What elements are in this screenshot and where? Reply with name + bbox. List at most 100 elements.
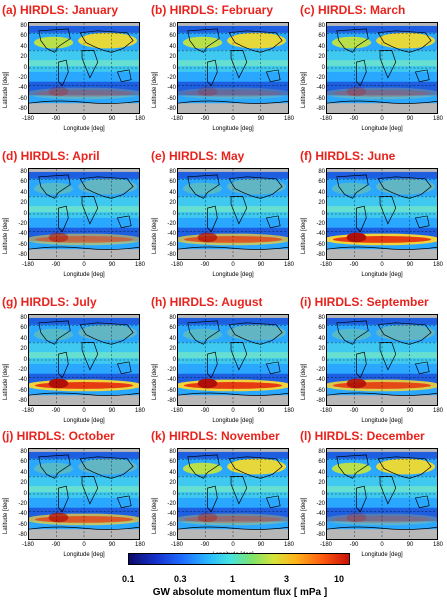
y-tick-label: -80 [167,398,176,405]
panel-title: (j) HIRDLS: October [2,429,115,443]
map-panel: (g) HIRDLS: July 80 60 40 20 0 -20 -40 -60 -80 -18… [2,294,145,435]
flux-map [326,168,438,260]
y-tick-label: 20 [169,480,176,487]
x-tick-label: -90 [51,116,61,122]
x-tick-label: 90 [257,408,265,414]
x-axis-label: Longitude [deg] [63,552,105,558]
x-tick-label: -180 [170,262,183,268]
y-tick-label: 40 [20,43,27,50]
flux-map [177,448,289,540]
x-tick-label: -90 [200,408,210,414]
y-tick-label: 40 [20,335,27,342]
y-tick-label: -20 [316,501,325,507]
y-axis-label: Latitude [deg] [3,497,9,534]
panel-title: (e) HIRDLS: May [151,149,245,163]
flux-map-graphic [327,23,437,113]
y-tick-label: 40 [318,469,325,476]
x-axis-label: Longitude [deg] [212,272,254,278]
y-tick-label: -40 [167,377,176,384]
x-axis-label: Longitude [deg] [361,552,403,558]
x-tick-label: -90 [349,542,359,548]
flux-map-graphic [178,449,288,539]
y-tick-label: 60 [169,179,176,186]
x-tick-label: 0 [82,262,86,268]
x-tick-label: -180 [21,262,34,268]
y-tick-label: -60 [316,95,325,102]
y-tick-label: 20 [318,346,325,353]
y-tick-label: -60 [167,95,176,102]
x-tick-label: 180 [134,116,145,122]
y-tick-label: -80 [18,106,27,113]
y-tick-label: -20 [316,367,325,373]
y-tick-label: 20 [169,346,176,353]
y-tick-label: 80 [169,169,176,175]
y-tick-label: -40 [18,377,27,384]
y-tick-label: -40 [18,511,27,518]
panel-title: (f) HIRDLS: June [300,149,396,163]
x-tick-label: 90 [108,116,116,122]
y-tick-label: 20 [318,54,325,61]
x-axis-label: Longitude [deg] [212,126,254,132]
y-tick-label: -20 [167,367,176,373]
y-tick-label: -40 [167,231,176,238]
x-tick-label: 90 [108,542,116,548]
flux-map [326,22,438,114]
x-tick-label: 0 [380,262,384,268]
panel-title: (h) HIRDLS: August [151,295,263,309]
flux-map-graphic [29,169,139,259]
y-tick-label: -20 [316,75,325,81]
flux-map [28,314,140,406]
x-axis-label: Longitude [deg] [212,418,254,424]
x-tick-label: 180 [432,408,443,414]
x-tick-label: 180 [134,262,145,268]
y-tick-label: -20 [18,75,27,81]
y-tick-label: -20 [167,501,176,507]
y-axis-label: Latitude [deg] [152,497,158,534]
flux-map [326,314,438,406]
flux-map-graphic [178,315,288,405]
y-axis-label: Latitude [deg] [301,363,307,400]
y-axis-label: Latitude [deg] [301,71,307,108]
x-tick-label: 180 [283,116,294,122]
x-tick-label: -180 [319,262,332,268]
y-tick-label: 80 [318,23,325,29]
y-tick-label: 80 [169,23,176,29]
x-tick-label: 180 [134,542,145,548]
y-tick-label: -60 [316,387,325,394]
x-tick-label: 90 [257,262,265,268]
y-axis-label: Latitude [deg] [301,497,307,534]
y-tick-label: 0 [172,490,176,497]
panel-title: (a) HIRDLS: January [2,3,119,17]
map-panel: (b) HIRDLS: February 80 60 40 20 0 -20 -40 -60 -8… [151,2,294,143]
map-panel: (a) HIRDLS: January 80 60 40 20 0 -20 -40 -60 -80… [2,2,145,143]
x-axis-label: Longitude [deg] [361,126,403,132]
x-tick-label: 0 [380,116,384,122]
flux-map [28,168,140,260]
x-tick-label: 180 [283,542,294,548]
y-tick-label: 0 [23,210,27,217]
y-tick-label: -40 [316,511,325,518]
x-tick-label: 180 [432,262,443,268]
y-tick-label: 40 [318,335,325,342]
x-tick-label: 0 [231,262,235,268]
x-tick-label: -90 [200,262,210,268]
map-panel: (i) HIRDLS: September 80 60 40 20 0 -20 -40 -60 -… [300,294,443,435]
map-panel: (f) HIRDLS: June 80 60 40 20 0 -20 -40 -60 -80 -18… [300,148,443,289]
x-tick-label: -90 [200,542,210,548]
map-panel: (j) HIRDLS: October 80 60 40 20 0 -20 -40 -60 -80… [2,428,145,569]
x-tick-label: -180 [170,116,183,122]
y-tick-label: -80 [167,252,176,259]
flux-map-graphic [178,23,288,113]
y-tick-label: 60 [169,33,176,40]
panel-title: (b) HIRDLS: February [151,3,274,17]
y-tick-label: 40 [169,469,176,476]
y-tick-label: 20 [20,200,27,207]
map-panel: (l) HIRDLS: December 80 60 40 20 0 -20 -40 -60 -8… [300,428,443,569]
y-tick-label: 80 [20,169,27,175]
map-panel: (e) HIRDLS: May 80 60 40 20 0 -20 -40 -60 -80 -180… [151,148,294,289]
y-tick-label: 0 [321,490,325,497]
x-axis-label: Longitude [deg] [63,418,105,424]
flux-map [28,22,140,114]
y-tick-label: -80 [167,106,176,113]
y-axis-label: Latitude [deg] [3,217,9,254]
